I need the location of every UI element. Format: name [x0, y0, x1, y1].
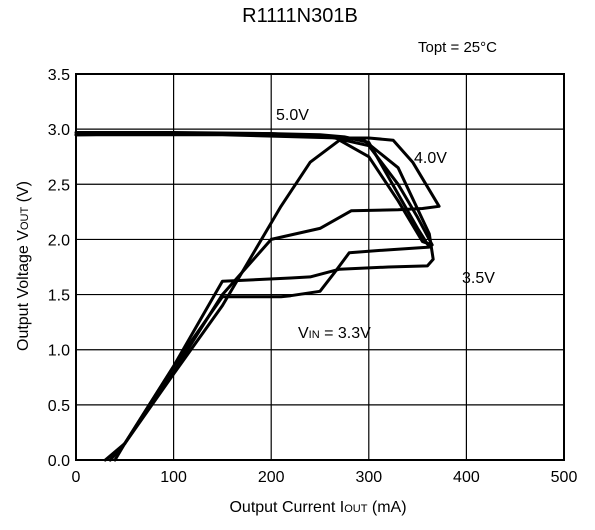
y-tick-label: 2.5	[48, 177, 70, 194]
series-label: VIN = 3.3V	[298, 325, 371, 342]
x-tick-label: 200	[258, 469, 285, 486]
x-tick-label: 100	[160, 469, 187, 486]
x-tick-label: 500	[551, 469, 578, 486]
y-tick-label: 1.5	[48, 288, 70, 305]
y-tick-label: 0.5	[48, 398, 70, 415]
y-tick-label: 3.0	[48, 122, 70, 139]
series-layer	[74, 131, 441, 462]
x-axis-label: Output Current IOUT (mA)	[229, 499, 406, 516]
series-label: 5.0V	[276, 107, 309, 124]
y-tick-label: 0.0	[48, 453, 70, 470]
x-tick-label: 300	[355, 469, 382, 486]
y-axis-label: Output Voltage VOUT (V)	[15, 181, 32, 351]
series-labels: 5.0V 4.0V 3.5V VIN = 3.3V	[276, 107, 495, 342]
plot-frame	[75, 73, 565, 461]
chart-title: R1111N301B	[242, 5, 358, 27]
y-tick-label: 2.0	[48, 232, 70, 249]
series-label: 3.5V	[462, 270, 495, 287]
x-tick-label: 0	[72, 469, 81, 486]
condition-label: Topt = 25°C	[418, 39, 497, 56]
series-label: 4.0V	[414, 150, 447, 167]
x-tick-label: 400	[453, 469, 480, 486]
series-line	[74, 132, 431, 462]
y-tick-label: 3.5	[48, 67, 70, 84]
series-line	[74, 132, 435, 462]
tick-labels: 0 100 200 300 400 500 0.0 0.5 1.0 1.5 2.0 2.5 3.0 3.5	[48, 67, 578, 486]
y-tick-label: 1.0	[48, 343, 70, 360]
